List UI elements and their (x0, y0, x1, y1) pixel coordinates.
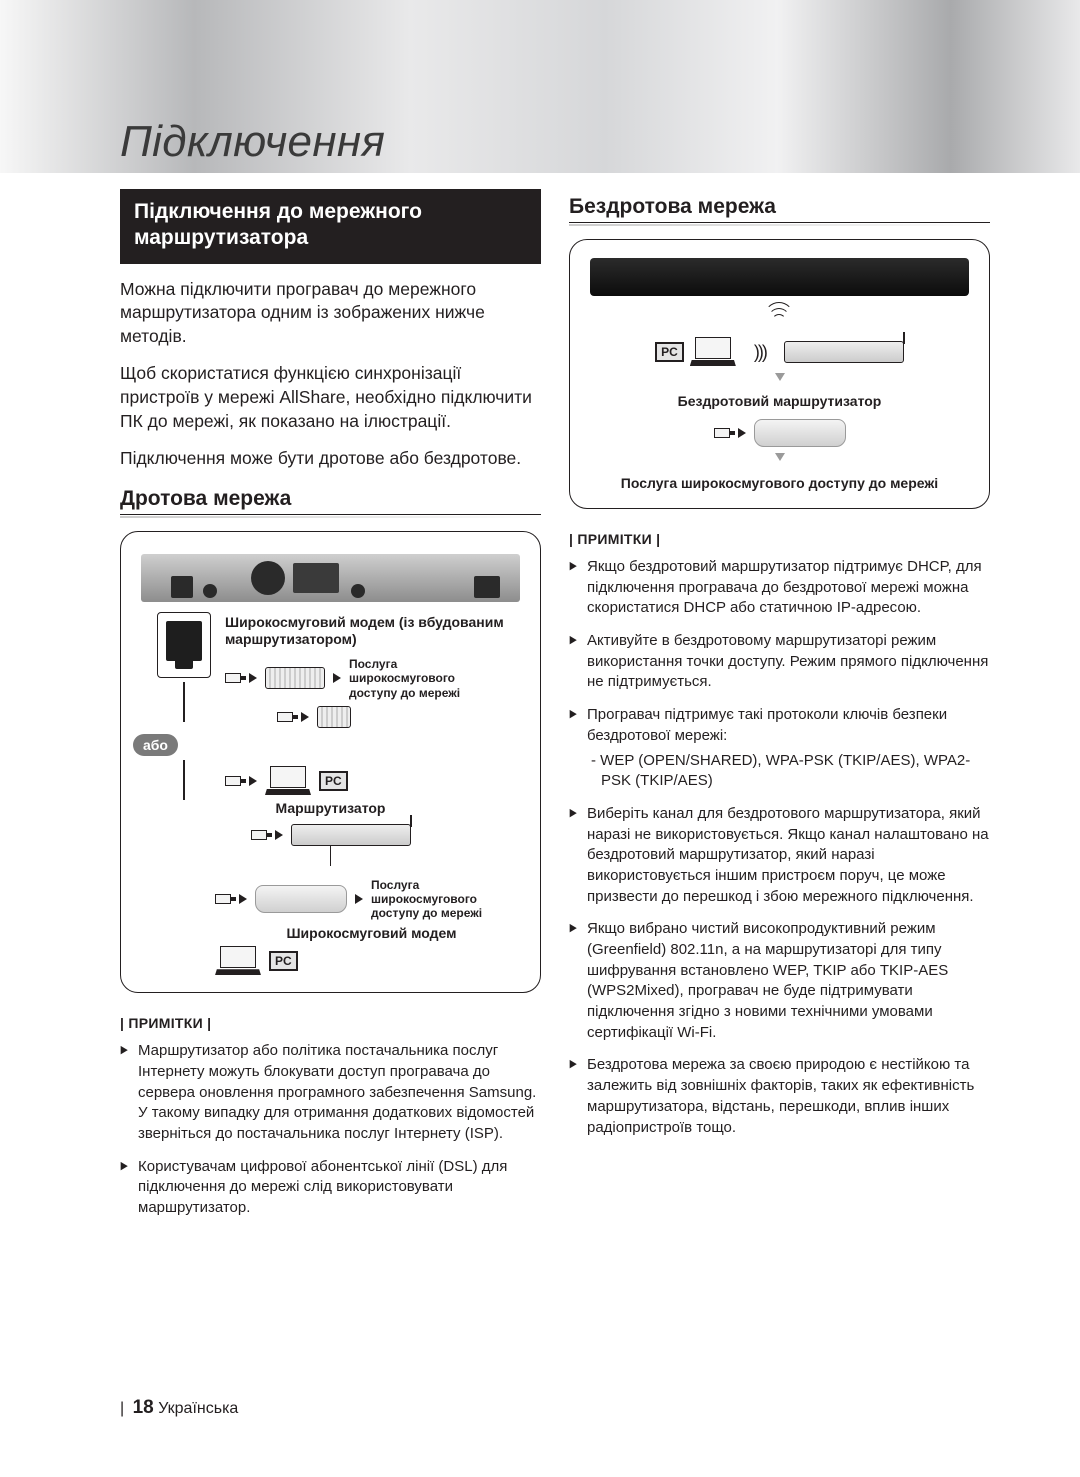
pc-label: PC (655, 342, 684, 362)
diagram-label: Послуга широкосмугового доступу до мереж… (582, 475, 977, 493)
diagram-label: Маршрутизатор (133, 800, 528, 818)
section-heading-black: Підключення до мережного маршрутизатора (120, 189, 541, 264)
note-item-text: Програвач підтримує такі протоколи ключі… (587, 706, 947, 744)
body-paragraph: Можна підключити програвач до мережного … (120, 278, 541, 349)
arrow-right-icon (239, 894, 247, 904)
note-item: Виберіть канал для бездротового маршрути… (569, 804, 990, 907)
wired-network-diagram: Широкосмуговий модем (із вбудованим марш… (120, 531, 541, 993)
notes-heading: | ПРИМІТКИ | (120, 1015, 541, 1031)
laptop-icon (215, 946, 261, 976)
notes-heading: | ПРИМІТКИ | (569, 531, 990, 547)
diagram-label: Послуга широкосмугового доступу до мереж… (371, 878, 491, 921)
arrow-right-icon (355, 894, 363, 904)
note-item: Якщо вибрано чистий високопродуктивний р… (569, 919, 990, 1043)
arrow-down-icon (775, 453, 785, 466)
wifi-icon (768, 304, 792, 328)
note-item: Активуйте в бездротовому маршрутизаторі … (569, 631, 990, 693)
page-number: 18 (133, 1397, 154, 1418)
page-footer: | 18 Українська (120, 1397, 238, 1419)
subheading-wired: Дротова мережа (120, 487, 541, 515)
modem-icon (255, 885, 347, 913)
wifi-right-icon: ))) (754, 342, 766, 363)
subheading-wireless: Бездротова мережа (569, 195, 990, 223)
notes-list: Маршрутизатор або політика постачальника… (120, 1041, 541, 1219)
arrow-right-icon (738, 428, 746, 438)
wireless-network-diagram: PC ))) Бездротовий маршрутизатор (569, 239, 990, 509)
small-device-icon (265, 667, 325, 689)
player-rear-panel-icon (141, 554, 520, 602)
modem-icon (754, 419, 846, 447)
arrow-right-icon (333, 673, 341, 683)
cable-plug-icon (225, 673, 241, 683)
diagram-label: Послуга широкосмугового доступу до мереж… (349, 657, 469, 700)
pc-label: PC (319, 771, 348, 791)
note-item: Бездротова мережа за своєю природою є не… (569, 1055, 990, 1138)
player-front-icon (590, 258, 969, 296)
arrow-right-icon (249, 776, 257, 786)
laptop-icon (690, 337, 736, 367)
body-paragraph: Підключення може бути дротове або бездро… (120, 447, 541, 471)
pc-label: PC (269, 951, 298, 971)
note-item: Маршрутизатор або політика постачальника… (120, 1041, 541, 1144)
cable-plug-icon (277, 712, 293, 722)
wireless-router-icon (784, 341, 904, 363)
note-item: Користувачам цифрової абонентської лінії… (120, 1157, 541, 1219)
lan-port-icon (157, 612, 211, 678)
body-paragraph: Щоб скористатися функцією синхронізації … (120, 362, 541, 433)
note-item: Якщо бездротовий маршрутизатор підтримує… (569, 557, 990, 619)
arrow-right-icon (249, 673, 257, 683)
small-device-icon (317, 706, 351, 728)
note-item-sub: - WEP (OPEN/SHARED), WPA-PSK (TKIP/AES),… (587, 751, 990, 792)
footer-bar: | (120, 1400, 128, 1417)
arrow-down-icon (775, 373, 785, 386)
router-icon (291, 824, 411, 846)
cable-plug-icon (215, 894, 231, 904)
arrow-right-icon (301, 712, 309, 722)
footer-language: Українська (158, 1400, 238, 1417)
or-pill: або (133, 734, 178, 756)
cable-plug-icon (225, 776, 241, 786)
note-item: Програвач підтримує такі протоколи ключі… (569, 705, 990, 792)
diagram-label: Бездротовий маршрутизатор (582, 393, 977, 411)
laptop-icon (265, 766, 311, 796)
chapter-title: Підключення (120, 115, 990, 171)
cable-plug-icon (251, 830, 267, 840)
arrow-right-icon (275, 830, 283, 840)
cable-plug-icon (714, 428, 730, 438)
diagram-label: Широкосмуговий модем (215, 925, 528, 943)
diagram-label: Широкосмуговий модем (із вбудованим марш… (225, 614, 528, 649)
notes-list: Якщо бездротовий маршрутизатор підтримує… (569, 557, 990, 1138)
